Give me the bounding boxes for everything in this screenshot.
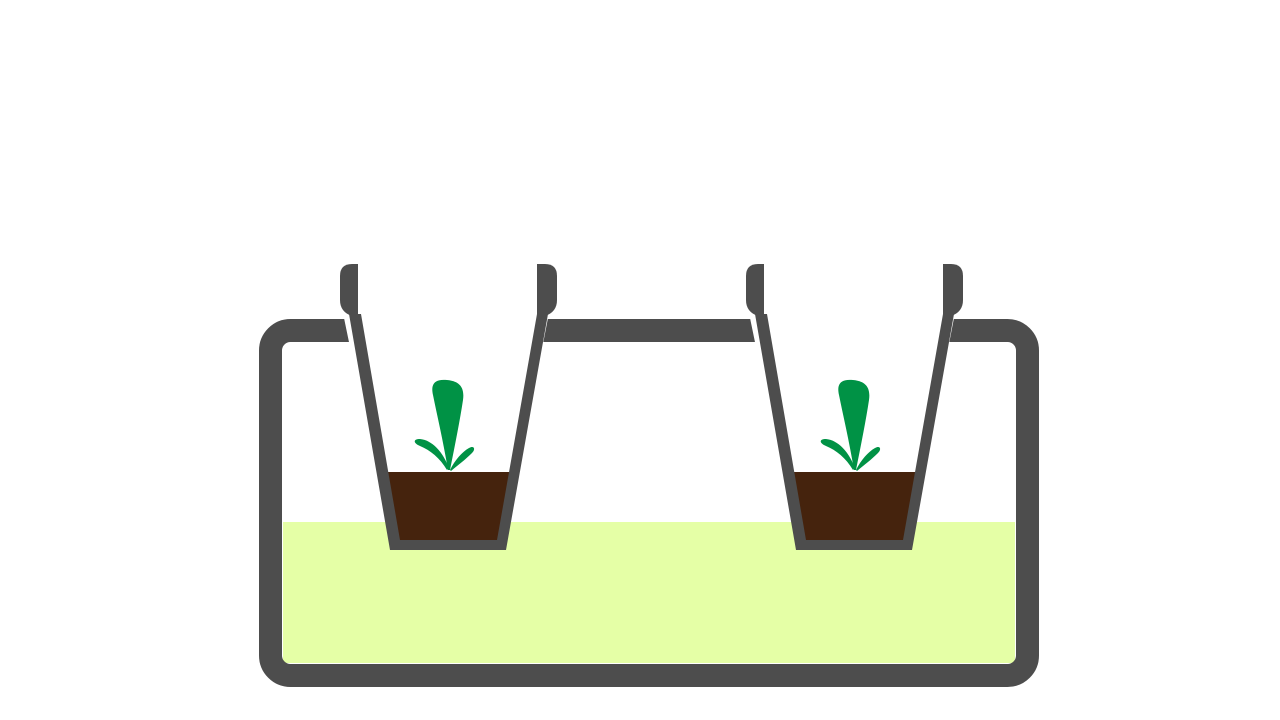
seedling-right-side-leaf-right — [856, 446, 881, 471]
seedling-right-main-leaf — [838, 379, 870, 470]
pot-right-rim-right — [943, 264, 963, 316]
pot-left-rim-left — [340, 264, 358, 316]
seedling-right — [820, 379, 881, 471]
reservoir-tank — [259, 319, 1039, 687]
growing-medium-right — [793, 472, 916, 540]
pot-right-rim-left — [746, 264, 764, 316]
seedling-left — [414, 379, 475, 471]
pot-left-rim-right — [537, 264, 557, 316]
seedling-left-side-leaf-right — [450, 446, 475, 471]
seedling-left-main-leaf — [432, 379, 464, 470]
growing-medium-left — [387, 472, 510, 540]
net-pot-right — [746, 264, 963, 550]
seedling-left-side-leaf-left — [414, 439, 449, 470]
seedling-right-side-leaf-left — [820, 439, 855, 470]
net-pot-left — [340, 264, 557, 550]
